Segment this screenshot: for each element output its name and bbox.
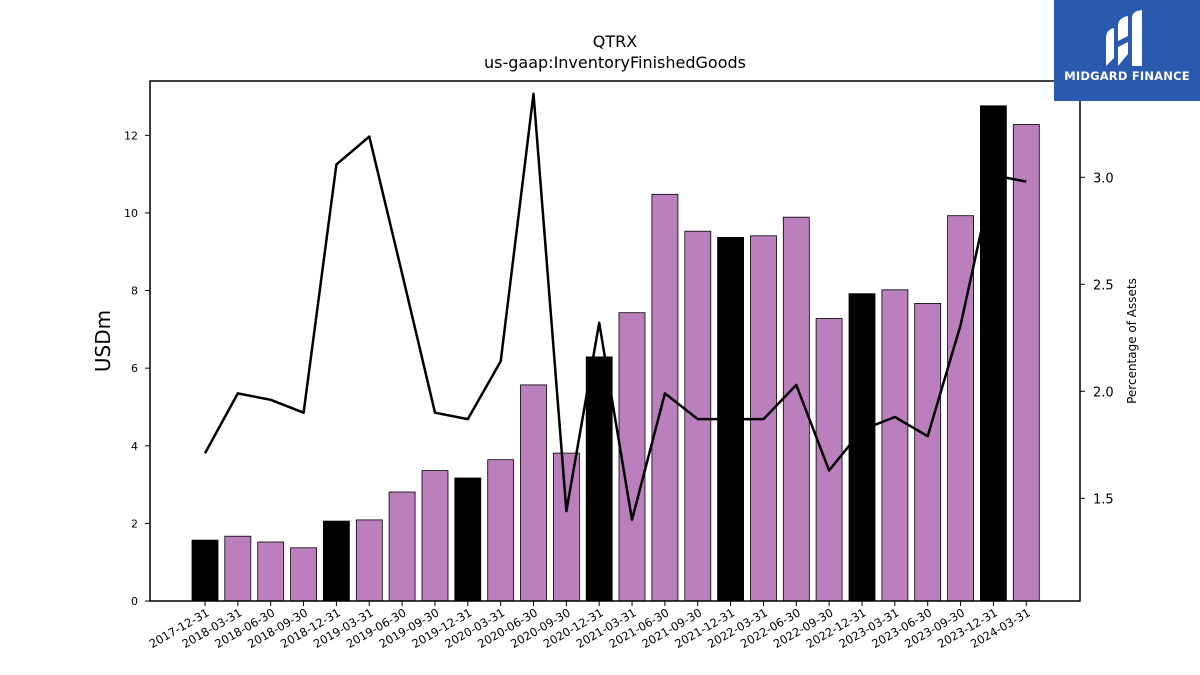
bar — [914, 302, 942, 602]
y2-tick-label: 1.5 — [1093, 492, 1114, 507]
x-axis: 2017-12-312018-03-312018-06-302018-09-30… — [147, 601, 1033, 651]
y2-tick-label: 2.0 — [1093, 385, 1114, 400]
chart-title: QTRX — [592, 32, 638, 51]
plot-frame — [149, 80, 1081, 602]
y2-axis-label: Percentage of Assets — [1125, 278, 1139, 404]
bar — [322, 520, 350, 602]
bar — [585, 356, 613, 602]
bar — [191, 539, 219, 602]
bar — [454, 477, 482, 602]
y-tick-label: 4 — [131, 440, 138, 453]
bar-group — [191, 105, 1040, 602]
bar — [257, 541, 285, 602]
y-axis-label: USDm — [91, 310, 115, 372]
y-tick-label: 2 — [131, 517, 138, 530]
bar — [487, 459, 515, 602]
brand-logo: MIDGARD FINANCE — [1054, 0, 1200, 101]
y-axis-left: 0 2 4 6 8 10 12 — [124, 129, 150, 608]
y-axis-right: 1.5 2.0 2.5 3.0 — [1080, 171, 1114, 507]
bar — [553, 452, 580, 602]
bar — [421, 470, 449, 602]
bar — [388, 491, 416, 602]
line-group — [203, 92, 1027, 521]
bar — [618, 312, 646, 602]
bar — [947, 215, 974, 602]
bar — [881, 289, 909, 602]
y2-tick-label: 2.5 — [1093, 278, 1114, 293]
y-tick-label: 6 — [131, 362, 138, 375]
series-line — [203, 92, 1027, 521]
y-tick-label: 0 — [131, 595, 138, 608]
logo-text: MIDGARD FINANCE — [1064, 69, 1190, 83]
y-tick-label: 10 — [124, 207, 138, 220]
bar — [520, 384, 547, 602]
logo-mark-icon — [1106, 10, 1142, 66]
bar — [848, 293, 876, 602]
bar — [980, 105, 1007, 602]
bar — [290, 547, 318, 602]
y-tick-label: 12 — [124, 129, 138, 142]
chart-subtitle: us-gaap:InventoryFinishedGoods — [484, 53, 746, 72]
y-tick-label: 8 — [131, 285, 138, 298]
bar — [684, 230, 712, 602]
bar — [355, 519, 383, 602]
bar — [224, 535, 252, 602]
bar — [1012, 124, 1040, 602]
y2-tick-label: 3.0 — [1093, 171, 1114, 186]
